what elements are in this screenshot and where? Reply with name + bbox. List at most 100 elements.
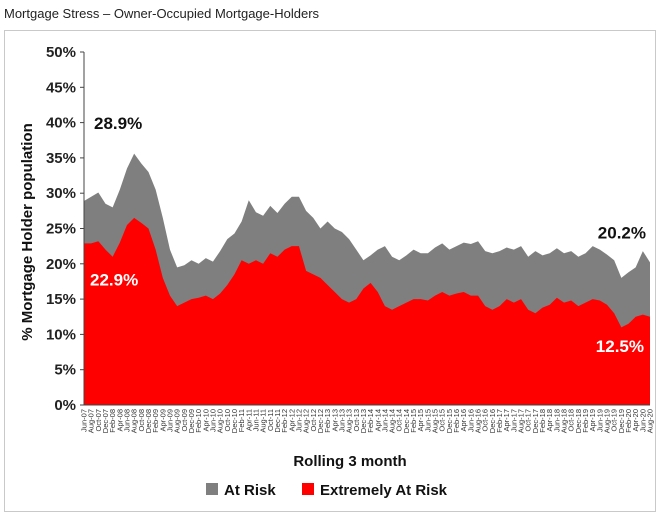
y-tick-label: 35% [46, 150, 76, 167]
x-tick-label: Aug-08 [130, 409, 139, 433]
x-tick-label: Feb-10 [194, 409, 203, 433]
y-tick-label: 45% [46, 79, 76, 96]
x-tick-label: Apr-15 [416, 409, 425, 432]
x-tick-label: Feb-12 [280, 409, 289, 433]
x-tick-label: Aug-16 [474, 409, 483, 433]
x-tick-label: Oct-09 [180, 409, 189, 432]
x-tick-label: Feb-18 [538, 409, 547, 433]
legend-label-extremely-at-risk: Extremely At Risk [320, 482, 448, 499]
x-tick-label: Dec-11 [273, 409, 282, 433]
x-tick-label: Oct-16 [481, 409, 490, 432]
x-tick-label: Apr-13 [330, 409, 339, 432]
x-tick-label: Jun-09 [165, 409, 174, 432]
legend: At Risk Extremely At Risk [206, 482, 448, 499]
area-extremely-at-risk [84, 217, 650, 405]
y-axis-label: % Mortgage Holder population [19, 123, 36, 341]
page-title: Mortgage Stress – Owner-Occupied Mortgag… [4, 6, 320, 21]
x-tick-label: Dec-09 [187, 409, 196, 433]
x-tick-label: Feb-15 [409, 409, 418, 433]
chart-frame [4, 30, 656, 512]
x-tick-label: Jun-19 [595, 409, 604, 432]
x-tick-label: Jun-17 [509, 409, 518, 432]
x-tick-label: Feb-08 [108, 409, 117, 433]
x-tick-label: Oct-08 [137, 409, 146, 432]
y-tick-label: 10% [46, 326, 76, 343]
x-tick-label: Oct-17 [524, 409, 533, 432]
x-tick-label: Jun-18 [552, 409, 561, 432]
x-tick-label: Oct-13 [352, 409, 361, 432]
y-tick-label: 40% [46, 115, 76, 132]
x-tick-label: Oct-19 [610, 409, 619, 432]
x-tick-label: Oct-10 [223, 409, 232, 432]
x-tick-label: Apr-08 [115, 409, 124, 432]
x-tick-label: Dec-08 [144, 409, 153, 433]
x-axis: Jun-07Aug-07Oct-07Dec-07Feb-08Apr-08Jun-… [80, 409, 655, 433]
x-tick-label: Feb-09 [151, 409, 160, 433]
y-tick-label: 15% [46, 291, 76, 308]
x-tick-label: Jun-11 [251, 409, 260, 431]
x-tick-label: Apr-14 [373, 409, 382, 432]
x-tick-label: Jun-08 [122, 409, 131, 432]
x-tick-label: Jun-07 [80, 409, 89, 432]
x-axis-label: Rolling 3 month [293, 453, 406, 470]
x-tick-label: Dec-14 [402, 409, 411, 433]
y-tick-label: 5% [54, 362, 76, 379]
x-tick-label: Jun-13 [337, 409, 346, 432]
x-tick-label: Apr-11 [244, 409, 253, 431]
data-annotation: 20.2% [598, 223, 646, 242]
x-tick-label: Aug-18 [560, 409, 569, 433]
legend-label-at-risk: At Risk [224, 482, 276, 499]
x-tick-label: Jun-15 [423, 409, 432, 432]
x-tick-label: Feb-13 [323, 409, 332, 433]
x-tick-label: Dec-10 [230, 409, 239, 433]
x-tick-label: Feb-14 [366, 409, 375, 433]
x-tick-label: Aug-17 [517, 409, 526, 433]
x-tick-label: Apr-18 [545, 409, 554, 432]
x-tick-label: Aug-13 [345, 409, 354, 433]
x-tick-label: Aug-07 [87, 409, 96, 433]
x-tick-label: Jun-20 [638, 409, 647, 432]
x-tick-label: Apr-19 [588, 409, 597, 432]
x-tick-label: Oct-11 [266, 409, 275, 431]
x-tick-label: Apr-09 [158, 409, 167, 432]
x-tick-label: Aug-10 [216, 409, 225, 433]
legend-swatch-at-risk [206, 483, 218, 495]
x-tick-label: Feb-19 [581, 409, 590, 433]
x-tick-label: Jun-12 [294, 409, 303, 432]
x-tick-label: Feb-20 [624, 409, 633, 433]
y-tick-label: 50% [46, 44, 76, 61]
x-tick-label: Dec-17 [531, 409, 540, 433]
x-tick-label: Jun-10 [208, 409, 217, 432]
x-tick-label: Dec-07 [101, 409, 110, 433]
x-tick-label: Apr-17 [502, 409, 511, 432]
x-tick-label: Aug-11 [259, 409, 268, 433]
x-tick-label: Aug-12 [302, 409, 311, 433]
x-tick-label: Jun-14 [380, 409, 389, 432]
x-tick-label: Dec-19 [617, 409, 626, 433]
x-tick-label: Oct-18 [567, 409, 576, 432]
y-tick-label: 20% [46, 256, 76, 273]
y-tick-label: 30% [46, 185, 76, 202]
x-tick-label: Aug-14 [388, 409, 397, 433]
x-tick-label: Aug-09 [173, 409, 182, 433]
x-tick-label: Dec-13 [359, 409, 368, 433]
x-tick-label: Feb-17 [495, 409, 504, 433]
x-tick-label: Feb-11 [237, 409, 246, 432]
y-axis: 0% 5% 10% 15% 20% 25% 30% 35% 40% 45% 50% [46, 44, 84, 414]
y-tick-label: 25% [46, 221, 76, 238]
annotations: 28.9% 22.9% 20.2% 12.5% [90, 114, 646, 356]
axis-lines [83, 52, 650, 406]
x-tick-label: Apr-16 [459, 409, 468, 432]
x-tick-label: Feb-16 [452, 409, 461, 433]
x-tick-label: Dec-15 [445, 409, 454, 433]
x-tick-label: Aug-19 [603, 409, 612, 433]
x-tick-label: Aug-15 [431, 409, 440, 433]
x-tick-label: Apr-12 [287, 409, 296, 432]
x-tick-label: Dec-16 [488, 409, 497, 433]
x-tick-label: Dec-18 [574, 409, 583, 433]
x-tick-label: Oct-07 [94, 409, 103, 432]
data-annotation: 28.9% [94, 114, 142, 133]
legend-swatch-extremely-at-risk [302, 483, 314, 495]
plot-areas [84, 153, 650, 405]
x-tick-label: Oct-15 [438, 409, 447, 432]
